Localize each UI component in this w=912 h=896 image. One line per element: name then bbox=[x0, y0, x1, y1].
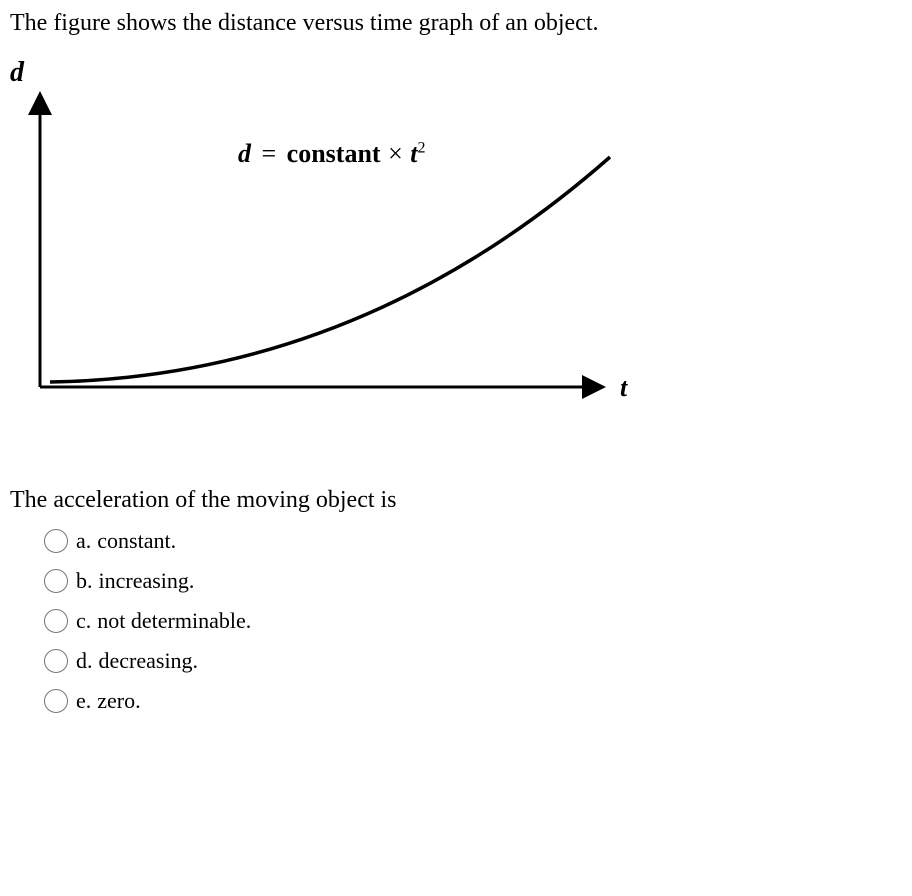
choice-letter: e. bbox=[76, 688, 91, 714]
choice-a[interactable]: a. constant. bbox=[44, 528, 902, 554]
choice-b[interactable]: b. increasing. bbox=[44, 568, 902, 594]
choice-letter: c. bbox=[76, 608, 91, 634]
eq-lhs: d bbox=[238, 139, 251, 168]
graph-svg bbox=[10, 57, 660, 437]
choice-c[interactable]: c. not determinable. bbox=[44, 608, 902, 634]
eq-equals: = bbox=[258, 139, 281, 168]
intro-text: The figure shows the distance versus tim… bbox=[10, 10, 902, 37]
choice-text: decreasing. bbox=[99, 648, 199, 674]
choice-e-radio[interactable] bbox=[44, 689, 68, 713]
x-axis-label: t bbox=[620, 373, 627, 403]
eq-times: × bbox=[387, 139, 404, 168]
choice-d[interactable]: d. decreasing. bbox=[44, 648, 902, 674]
choice-d-radio[interactable] bbox=[44, 649, 68, 673]
choice-text: zero. bbox=[97, 688, 140, 714]
choice-letter: d. bbox=[76, 648, 93, 674]
choice-b-radio[interactable] bbox=[44, 569, 68, 593]
eq-constant-word: constant bbox=[287, 139, 381, 168]
answer-choices: a. constant. b. increasing. c. not deter… bbox=[10, 528, 902, 714]
curve-equation: d = constant × t2 bbox=[238, 139, 425, 169]
eq-exp: 2 bbox=[417, 139, 425, 156]
question-text: The acceleration of the moving object is bbox=[10, 487, 902, 514]
choice-a-radio[interactable] bbox=[44, 529, 68, 553]
choice-text: increasing. bbox=[99, 568, 195, 594]
choice-letter: a. bbox=[76, 528, 91, 554]
page-root: The figure shows the distance versus tim… bbox=[0, 0, 912, 896]
choice-text: not determinable. bbox=[97, 608, 251, 634]
choice-c-radio[interactable] bbox=[44, 609, 68, 633]
choice-letter: b. bbox=[76, 568, 93, 594]
choice-text: constant. bbox=[97, 528, 176, 554]
choice-e[interactable]: e. zero. bbox=[44, 688, 902, 714]
curve bbox=[50, 157, 610, 382]
distance-time-figure: d d = constant × t2 t bbox=[10, 57, 660, 437]
